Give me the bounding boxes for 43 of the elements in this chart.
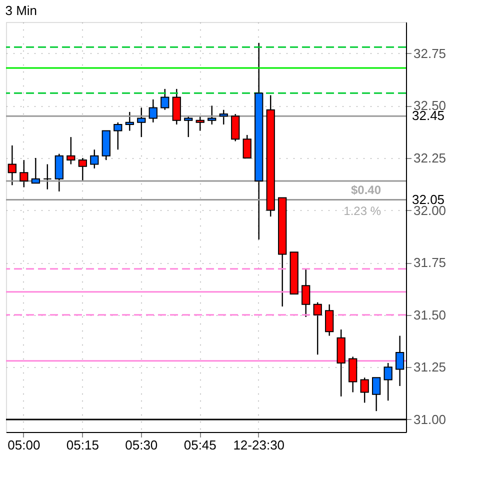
y-tick-label: 32.75 bbox=[414, 46, 446, 61]
candlestick bbox=[31, 157, 40, 184]
candlestick bbox=[360, 377, 369, 404]
candlestick bbox=[66, 136, 76, 165]
candlestick bbox=[302, 268, 310, 318]
candlestick bbox=[384, 362, 392, 402]
x-tick-label: 05:30 bbox=[125, 438, 158, 452]
candlestick bbox=[372, 377, 381, 412]
candlestick bbox=[114, 122, 122, 150]
candlestick bbox=[90, 149, 99, 170]
ref-line-label: 32.05 bbox=[412, 192, 445, 207]
annotation: $0.40 bbox=[350, 183, 382, 197]
candlestick bbox=[20, 159, 28, 188]
candlestick bbox=[396, 335, 404, 387]
candlestick bbox=[54, 153, 64, 192]
y-tick-label: 31.50 bbox=[414, 307, 446, 322]
candlestick bbox=[325, 304, 334, 336]
y-tick-label: 32.25 bbox=[414, 150, 446, 166]
annotation: 1.23 % bbox=[344, 204, 382, 218]
candlestick bbox=[43, 164, 52, 190]
candlestick bbox=[348, 356, 358, 393]
candlestick bbox=[196, 116, 204, 132]
candlestick bbox=[125, 111, 134, 132]
candlestick bbox=[231, 113, 240, 142]
candlestick bbox=[242, 134, 252, 159]
x-tick-label: 12-23:30 bbox=[233, 438, 285, 452]
candlestick bbox=[184, 116, 193, 138]
candlestick bbox=[148, 98, 158, 124]
candlestick bbox=[313, 302, 322, 356]
x-tick-label: 05:15 bbox=[66, 438, 99, 452]
candlestick bbox=[219, 109, 228, 126]
candlestick bbox=[8, 144, 16, 186]
chart-title: 3 Min bbox=[5, 3, 38, 18]
y-tick-label: 31.25 bbox=[414, 360, 446, 375]
candlestick bbox=[137, 107, 146, 138]
candlestick bbox=[160, 88, 170, 110]
candlestick bbox=[172, 88, 181, 126]
candlestick bbox=[208, 105, 216, 126]
x-tick-label: 05:00 bbox=[8, 438, 40, 452]
x-tick-label: 05:45 bbox=[184, 438, 216, 452]
candlestick bbox=[78, 157, 87, 182]
y-tick-label: 31.00 bbox=[414, 412, 446, 427]
y-tick-label: 31.75 bbox=[414, 255, 446, 270]
